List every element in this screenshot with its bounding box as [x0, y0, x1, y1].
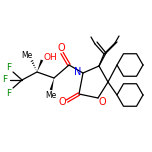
Text: N: N [74, 67, 82, 77]
Text: F: F [2, 76, 8, 85]
Text: OH: OH [43, 54, 57, 62]
Polygon shape [37, 59, 43, 72]
Text: O: O [98, 97, 106, 107]
Text: Me: Me [21, 52, 33, 60]
Polygon shape [50, 78, 54, 90]
Text: F: F [6, 88, 12, 97]
Text: O: O [58, 97, 66, 107]
Text: O: O [57, 43, 65, 53]
Text: F: F [6, 62, 12, 71]
Text: Me: Me [45, 92, 57, 100]
